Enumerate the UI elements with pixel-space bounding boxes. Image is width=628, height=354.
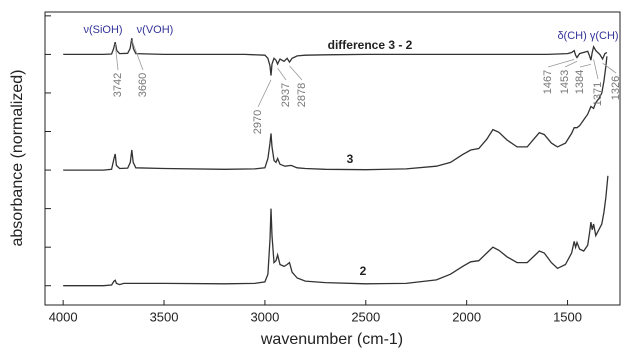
peak-label: 1384 xyxy=(574,70,586,94)
leader-line xyxy=(257,79,272,108)
leader-line xyxy=(289,65,303,81)
y-axis-label: absorbance (normalized) xyxy=(9,70,26,247)
x-axis-label: wavenumber (cm-1) xyxy=(260,331,403,348)
spectrum-line xyxy=(63,38,608,76)
plot-frame xyxy=(44,11,621,306)
leader-line xyxy=(593,59,599,80)
band-annotation: ν(VOH) xyxy=(137,24,174,36)
leader-line xyxy=(114,43,119,71)
leader-line xyxy=(564,60,578,68)
peak-label: 3660 xyxy=(137,73,149,97)
peak-label: 2970 xyxy=(252,110,264,134)
series-label: difference 3 - 2 xyxy=(328,38,413,52)
leader-line xyxy=(547,58,575,68)
band-annotation: δ(CH) γ(CH) xyxy=(557,30,618,42)
peak-label: 2878 xyxy=(296,83,308,107)
x-tick-label: 4000 xyxy=(49,309,78,324)
x-tick-label: 2000 xyxy=(452,309,481,324)
spectrum-line xyxy=(63,175,609,287)
leader-line xyxy=(131,39,144,71)
peak-label: 1467 xyxy=(542,70,554,94)
leader-line xyxy=(579,63,592,68)
series-label: 3 xyxy=(347,152,354,166)
x-tick-label: 3000 xyxy=(250,309,279,324)
series-label: 2 xyxy=(360,264,367,278)
x-tick-label: 1500 xyxy=(553,309,582,324)
peak-label: 1371 xyxy=(592,82,604,106)
spectrum-line xyxy=(63,56,608,171)
leader-line xyxy=(602,62,617,74)
peak-label: 1326 xyxy=(610,76,622,100)
leader-line xyxy=(277,67,287,81)
peak-label: 1453 xyxy=(559,70,571,94)
band-annotation: ν(SiOH) xyxy=(83,24,122,36)
x-tick-label: 3500 xyxy=(150,309,179,324)
peak-label: 3742 xyxy=(112,73,124,97)
x-tick-label: 2500 xyxy=(351,309,380,324)
peak-label: 2937 xyxy=(280,83,292,107)
